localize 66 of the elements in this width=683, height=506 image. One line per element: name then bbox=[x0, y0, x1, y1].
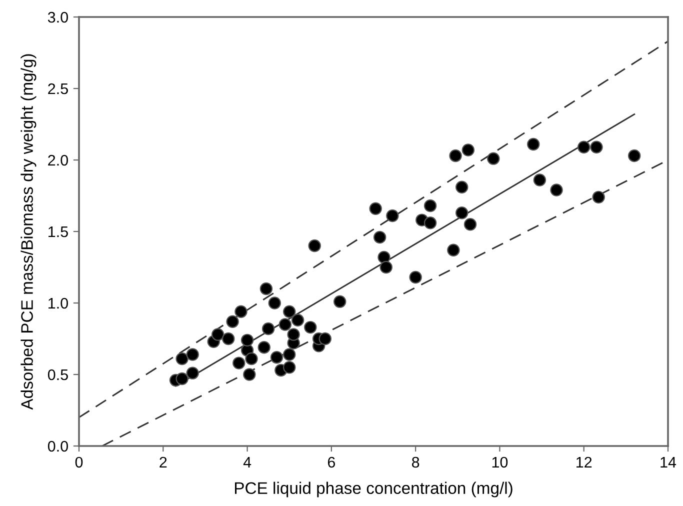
point bbox=[304, 320, 317, 334]
point bbox=[318, 332, 332, 346]
point bbox=[291, 314, 304, 327]
x-tick-label: 12 bbox=[576, 456, 592, 468]
x-tick-label: 10 bbox=[492, 456, 508, 468]
x-tick-label: 2 bbox=[160, 456, 167, 468]
x-tick-label: 4 bbox=[243, 456, 252, 468]
y-tick-label: 0.5 bbox=[48, 369, 68, 380]
point bbox=[455, 206, 468, 220]
point bbox=[287, 328, 300, 341]
point bbox=[211, 328, 224, 341]
point bbox=[449, 149, 462, 162]
x-tick-label: 0 bbox=[75, 456, 83, 468]
point bbox=[550, 184, 563, 196]
point bbox=[378, 250, 390, 264]
point bbox=[455, 180, 468, 194]
point bbox=[409, 270, 422, 284]
point bbox=[258, 340, 270, 354]
point bbox=[232, 356, 246, 370]
point bbox=[240, 334, 254, 347]
y-tick-label: 1.0 bbox=[48, 298, 68, 309]
point bbox=[243, 368, 256, 381]
point bbox=[222, 332, 235, 346]
point bbox=[268, 296, 281, 310]
point bbox=[533, 174, 546, 186]
y-tick-label: 3.0 bbox=[48, 12, 68, 23]
point bbox=[628, 149, 641, 162]
point bbox=[592, 190, 605, 204]
y-tick-label: 2.0 bbox=[48, 154, 68, 166]
y-tick-label: 2.5 bbox=[48, 83, 68, 94]
point bbox=[260, 282, 273, 296]
y-tick-label: 0.0 bbox=[48, 440, 68, 452]
point bbox=[590, 140, 603, 154]
point bbox=[386, 209, 399, 222]
point bbox=[424, 199, 437, 212]
point bbox=[577, 140, 590, 154]
point bbox=[245, 352, 258, 366]
x-tick-label: 6 bbox=[328, 456, 336, 468]
point bbox=[234, 305, 248, 318]
point bbox=[282, 348, 296, 361]
point bbox=[186, 366, 199, 380]
point bbox=[462, 144, 475, 156]
point bbox=[176, 372, 188, 386]
point bbox=[464, 218, 477, 231]
point bbox=[282, 360, 296, 374]
point bbox=[270, 350, 284, 364]
point bbox=[447, 244, 460, 256]
point bbox=[487, 152, 500, 165]
point bbox=[278, 318, 292, 331]
point bbox=[373, 230, 386, 244]
point bbox=[226, 315, 239, 328]
point bbox=[333, 295, 346, 308]
point bbox=[282, 305, 296, 318]
point bbox=[424, 216, 437, 230]
y-axis-title: Adsorbed PCE mass/Biomass dry weight (mg/g) bbox=[20, 54, 36, 410]
point bbox=[369, 202, 382, 215]
y-tick-label: 1.5 bbox=[48, 226, 68, 238]
point bbox=[176, 352, 188, 366]
x-axis-title: PCE liquid phase concentration (mg/l) bbox=[234, 482, 512, 498]
point bbox=[527, 138, 540, 151]
x-tick-label: 14 bbox=[660, 456, 676, 468]
point bbox=[186, 348, 199, 361]
x-tick-label: 8 bbox=[412, 456, 420, 468]
point bbox=[380, 260, 392, 274]
point bbox=[308, 239, 321, 252]
point bbox=[262, 322, 275, 336]
